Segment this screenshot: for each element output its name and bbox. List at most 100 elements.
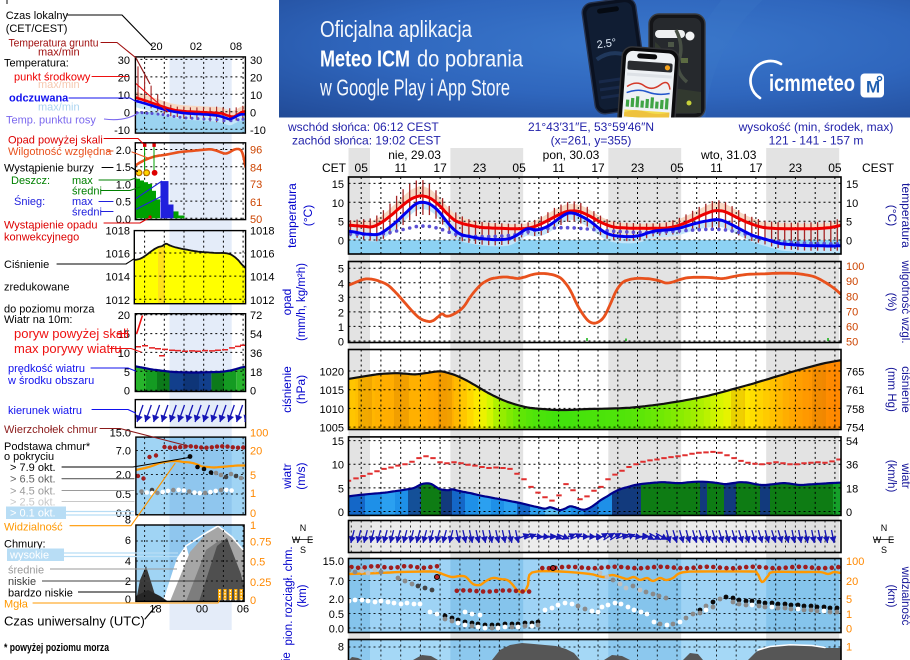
svg-text:max/min: max/min <box>38 47 80 59</box>
svg-text:1.5: 1.5 <box>116 162 131 174</box>
svg-text:18: 18 <box>149 604 161 616</box>
svg-text:7.0: 7.0 <box>116 446 131 458</box>
svg-text:> 2.5 okt.: > 2.5 okt. <box>10 497 56 509</box>
svg-text:21°43′31″E, 53°59′46″N: 21°43′31″E, 53°59′46″N <box>528 120 654 134</box>
svg-text:20: 20 <box>846 576 858 588</box>
svg-text:1018: 1018 <box>250 225 274 237</box>
svg-text:6: 6 <box>125 535 131 547</box>
svg-text:90: 90 <box>846 276 858 288</box>
svg-text:20: 20 <box>150 41 162 53</box>
svg-text:w środku obszaru: w środku obszaru <box>7 375 94 387</box>
svg-text:20: 20 <box>250 72 262 84</box>
svg-text:10: 10 <box>118 348 130 360</box>
svg-text:17: 17 <box>749 161 763 175</box>
svg-text:max porywy wiatru: max porywy wiatru <box>14 341 122 356</box>
svg-text:CEST: CEST <box>862 161 895 175</box>
svg-text:20: 20 <box>118 72 130 84</box>
svg-text:1016: 1016 <box>106 249 130 261</box>
svg-text:0: 0 <box>250 508 256 520</box>
svg-text:0.0: 0.0 <box>116 214 131 226</box>
svg-text:23: 23 <box>631 161 645 175</box>
svg-text:15.0: 15.0 <box>323 556 344 568</box>
svg-text:15: 15 <box>118 329 130 341</box>
svg-text:pion. rozciągł. chm.: pion. rozciągł. chm. <box>283 546 295 645</box>
svg-text:zredukowane: zredukowane <box>4 282 69 294</box>
svg-text:Wierzchołek chmur: Wierzchołek chmur <box>4 424 98 436</box>
svg-text:M: M <box>866 78 880 97</box>
svg-text:17: 17 <box>433 161 447 175</box>
svg-text:15.0: 15.0 <box>110 428 131 440</box>
svg-text:8: 8 <box>125 515 131 527</box>
svg-text:Czas lokalny: Czas lokalny <box>6 10 69 22</box>
svg-text:max: max <box>72 175 93 187</box>
svg-text:CET: CET <box>322 161 347 175</box>
svg-text:średni: średni <box>72 207 102 219</box>
svg-text:wiatr: wiatr <box>280 463 294 489</box>
svg-text:punkt środkowy: punkt środkowy <box>14 72 91 84</box>
svg-text:0: 0 <box>125 594 131 606</box>
svg-text:100: 100 <box>250 428 268 440</box>
svg-text:> 0.1 okt.: > 0.1 okt. <box>10 508 56 520</box>
svg-text:Podstawa chmur*: Podstawa chmur* <box>4 441 91 453</box>
svg-text:(%): (%) <box>885 293 899 312</box>
svg-text:pon, 30.03: pon, 30.03 <box>543 148 600 162</box>
svg-text:1: 1 <box>250 488 256 500</box>
svg-text:05: 05 <box>828 161 842 175</box>
svg-text:Widzialność: Widzialność <box>4 521 63 533</box>
svg-text:2.5°: 2.5° <box>596 37 617 52</box>
svg-text:> 6.5 okt.: > 6.5 okt. <box>10 474 56 486</box>
svg-text:1.0: 1.0 <box>116 179 131 191</box>
svg-text:Śnieg:: Śnieg: <box>14 195 45 208</box>
svg-text:7.0: 7.0 <box>329 576 344 588</box>
svg-text:N: N <box>300 523 307 533</box>
svg-text:20: 20 <box>250 446 262 458</box>
svg-text:W: W <box>292 535 301 545</box>
svg-text:765: 765 <box>846 367 864 379</box>
svg-text:30: 30 <box>250 55 262 67</box>
svg-text:10: 10 <box>846 198 858 210</box>
svg-text:0.5: 0.5 <box>116 197 131 209</box>
svg-text:(km): (km) <box>297 584 309 607</box>
svg-text:(mm Hg): (mm Hg) <box>885 367 897 412</box>
svg-text:02: 02 <box>190 41 202 53</box>
svg-text:Temperatura gruntu: Temperatura gruntu <box>9 38 99 50</box>
svg-text:36: 36 <box>250 348 262 360</box>
svg-text:(CET/CEST): (CET/CEST) <box>6 23 68 35</box>
svg-text:do poziomu morza: do poziomu morza <box>4 304 95 316</box>
svg-text:15: 15 <box>332 436 344 448</box>
svg-text:(km): (km) <box>885 585 897 608</box>
svg-text:wilgotność wzgl.: wilgotność wzgl. <box>899 259 910 343</box>
svg-text:0.0: 0.0 <box>329 624 344 636</box>
svg-text:icmmeteo: icmmeteo <box>769 70 855 96</box>
svg-text:1020: 1020 <box>320 367 344 379</box>
svg-text:05: 05 <box>355 161 369 175</box>
svg-text:17: 17 <box>591 161 605 175</box>
svg-text:bardzo niskie: bardzo niskie <box>8 588 73 600</box>
svg-text:10: 10 <box>332 198 344 210</box>
svg-text:5: 5 <box>338 483 344 495</box>
svg-text:70: 70 <box>846 306 858 318</box>
svg-text:wto, 31.03: wto, 31.03 <box>700 148 757 162</box>
svg-text:Temperatura:: Temperatura: <box>4 58 69 70</box>
svg-text:0: 0 <box>338 507 344 519</box>
svg-text:max/min: max/min <box>38 79 80 91</box>
svg-text:05: 05 <box>512 161 526 175</box>
svg-text:Wystąpienie burzy: Wystąpienie burzy <box>4 163 94 175</box>
svg-text:(hPa): (hPa) <box>294 375 308 404</box>
svg-text:ciśnienie: ciśnienie <box>280 366 294 413</box>
svg-text:0.5: 0.5 <box>329 609 344 621</box>
svg-text:2: 2 <box>338 307 344 319</box>
svg-text:10: 10 <box>332 460 344 472</box>
svg-text:0: 0 <box>846 624 852 636</box>
svg-text:0: 0 <box>250 386 256 398</box>
svg-text:max/min: max/min <box>38 102 80 114</box>
svg-text:S: S <box>881 545 887 555</box>
svg-text:06: 06 <box>237 604 249 616</box>
svg-text:1: 1 <box>338 322 344 334</box>
svg-text:2.0: 2.0 <box>329 594 344 606</box>
svg-text:Chmury:: Chmury: <box>4 539 46 551</box>
svg-text:20: 20 <box>118 310 130 322</box>
svg-text:80: 80 <box>846 291 858 303</box>
svg-text:54: 54 <box>846 436 858 448</box>
svg-text:w Google Play i App Store: w Google Play i App Store <box>319 75 510 101</box>
